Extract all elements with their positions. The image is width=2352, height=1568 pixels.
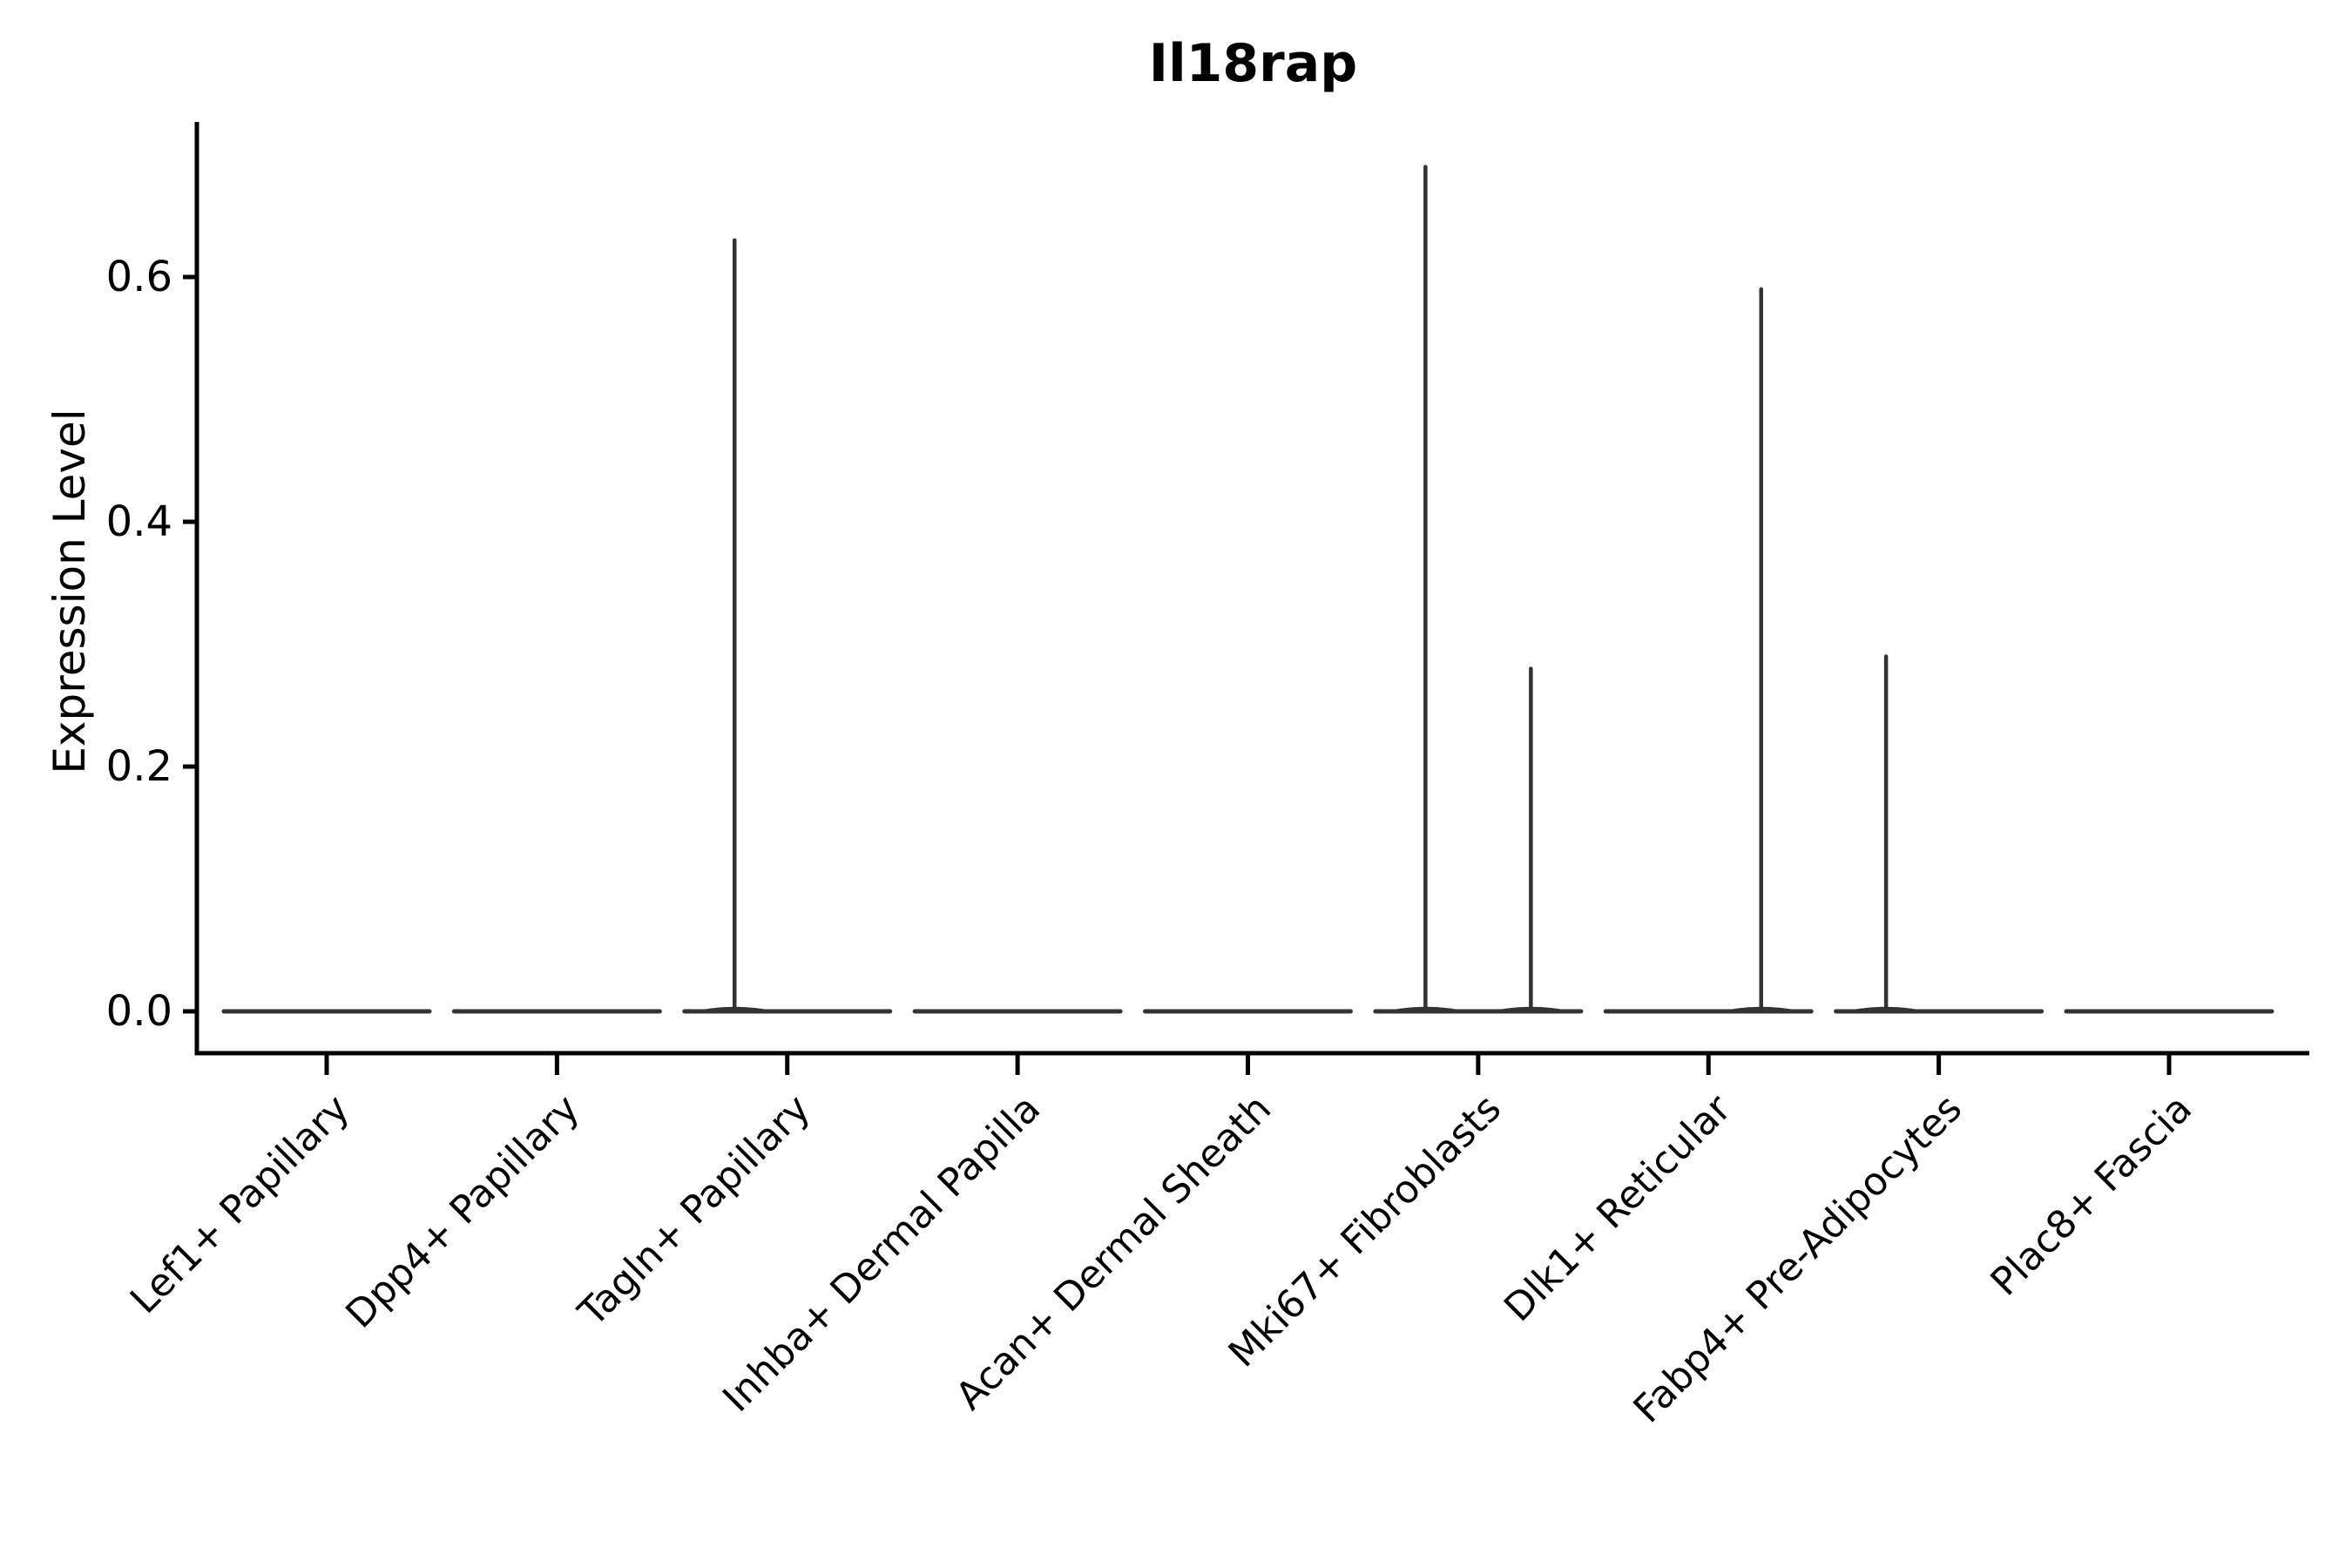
- y-tick-label: 0.6: [105, 253, 172, 301]
- y-tick-label: 0.0: [105, 987, 172, 1036]
- y-tick-label: 0.2: [105, 742, 172, 791]
- y-tick-label: 0.4: [105, 497, 172, 546]
- plot-title: Il18rap: [1148, 33, 1358, 94]
